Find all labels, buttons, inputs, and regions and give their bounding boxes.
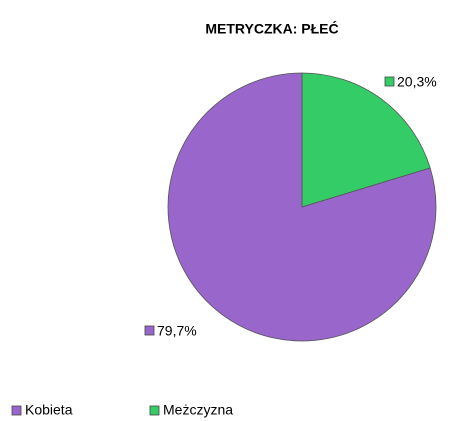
pie-slice [167,72,437,342]
chart-title: METRYCZKA: PŁEĆ [205,20,338,37]
pie-slice [301,72,431,208]
legend-key [149,405,160,416]
data-label: 20,3% [397,74,437,90]
data-label: 79,7% [157,323,197,339]
legend-key [11,405,22,416]
data-label-key [384,76,395,87]
legend-label: Meżczyzna [163,402,233,418]
data-label-key [144,325,155,336]
legend-label: Kobieta [25,402,73,418]
